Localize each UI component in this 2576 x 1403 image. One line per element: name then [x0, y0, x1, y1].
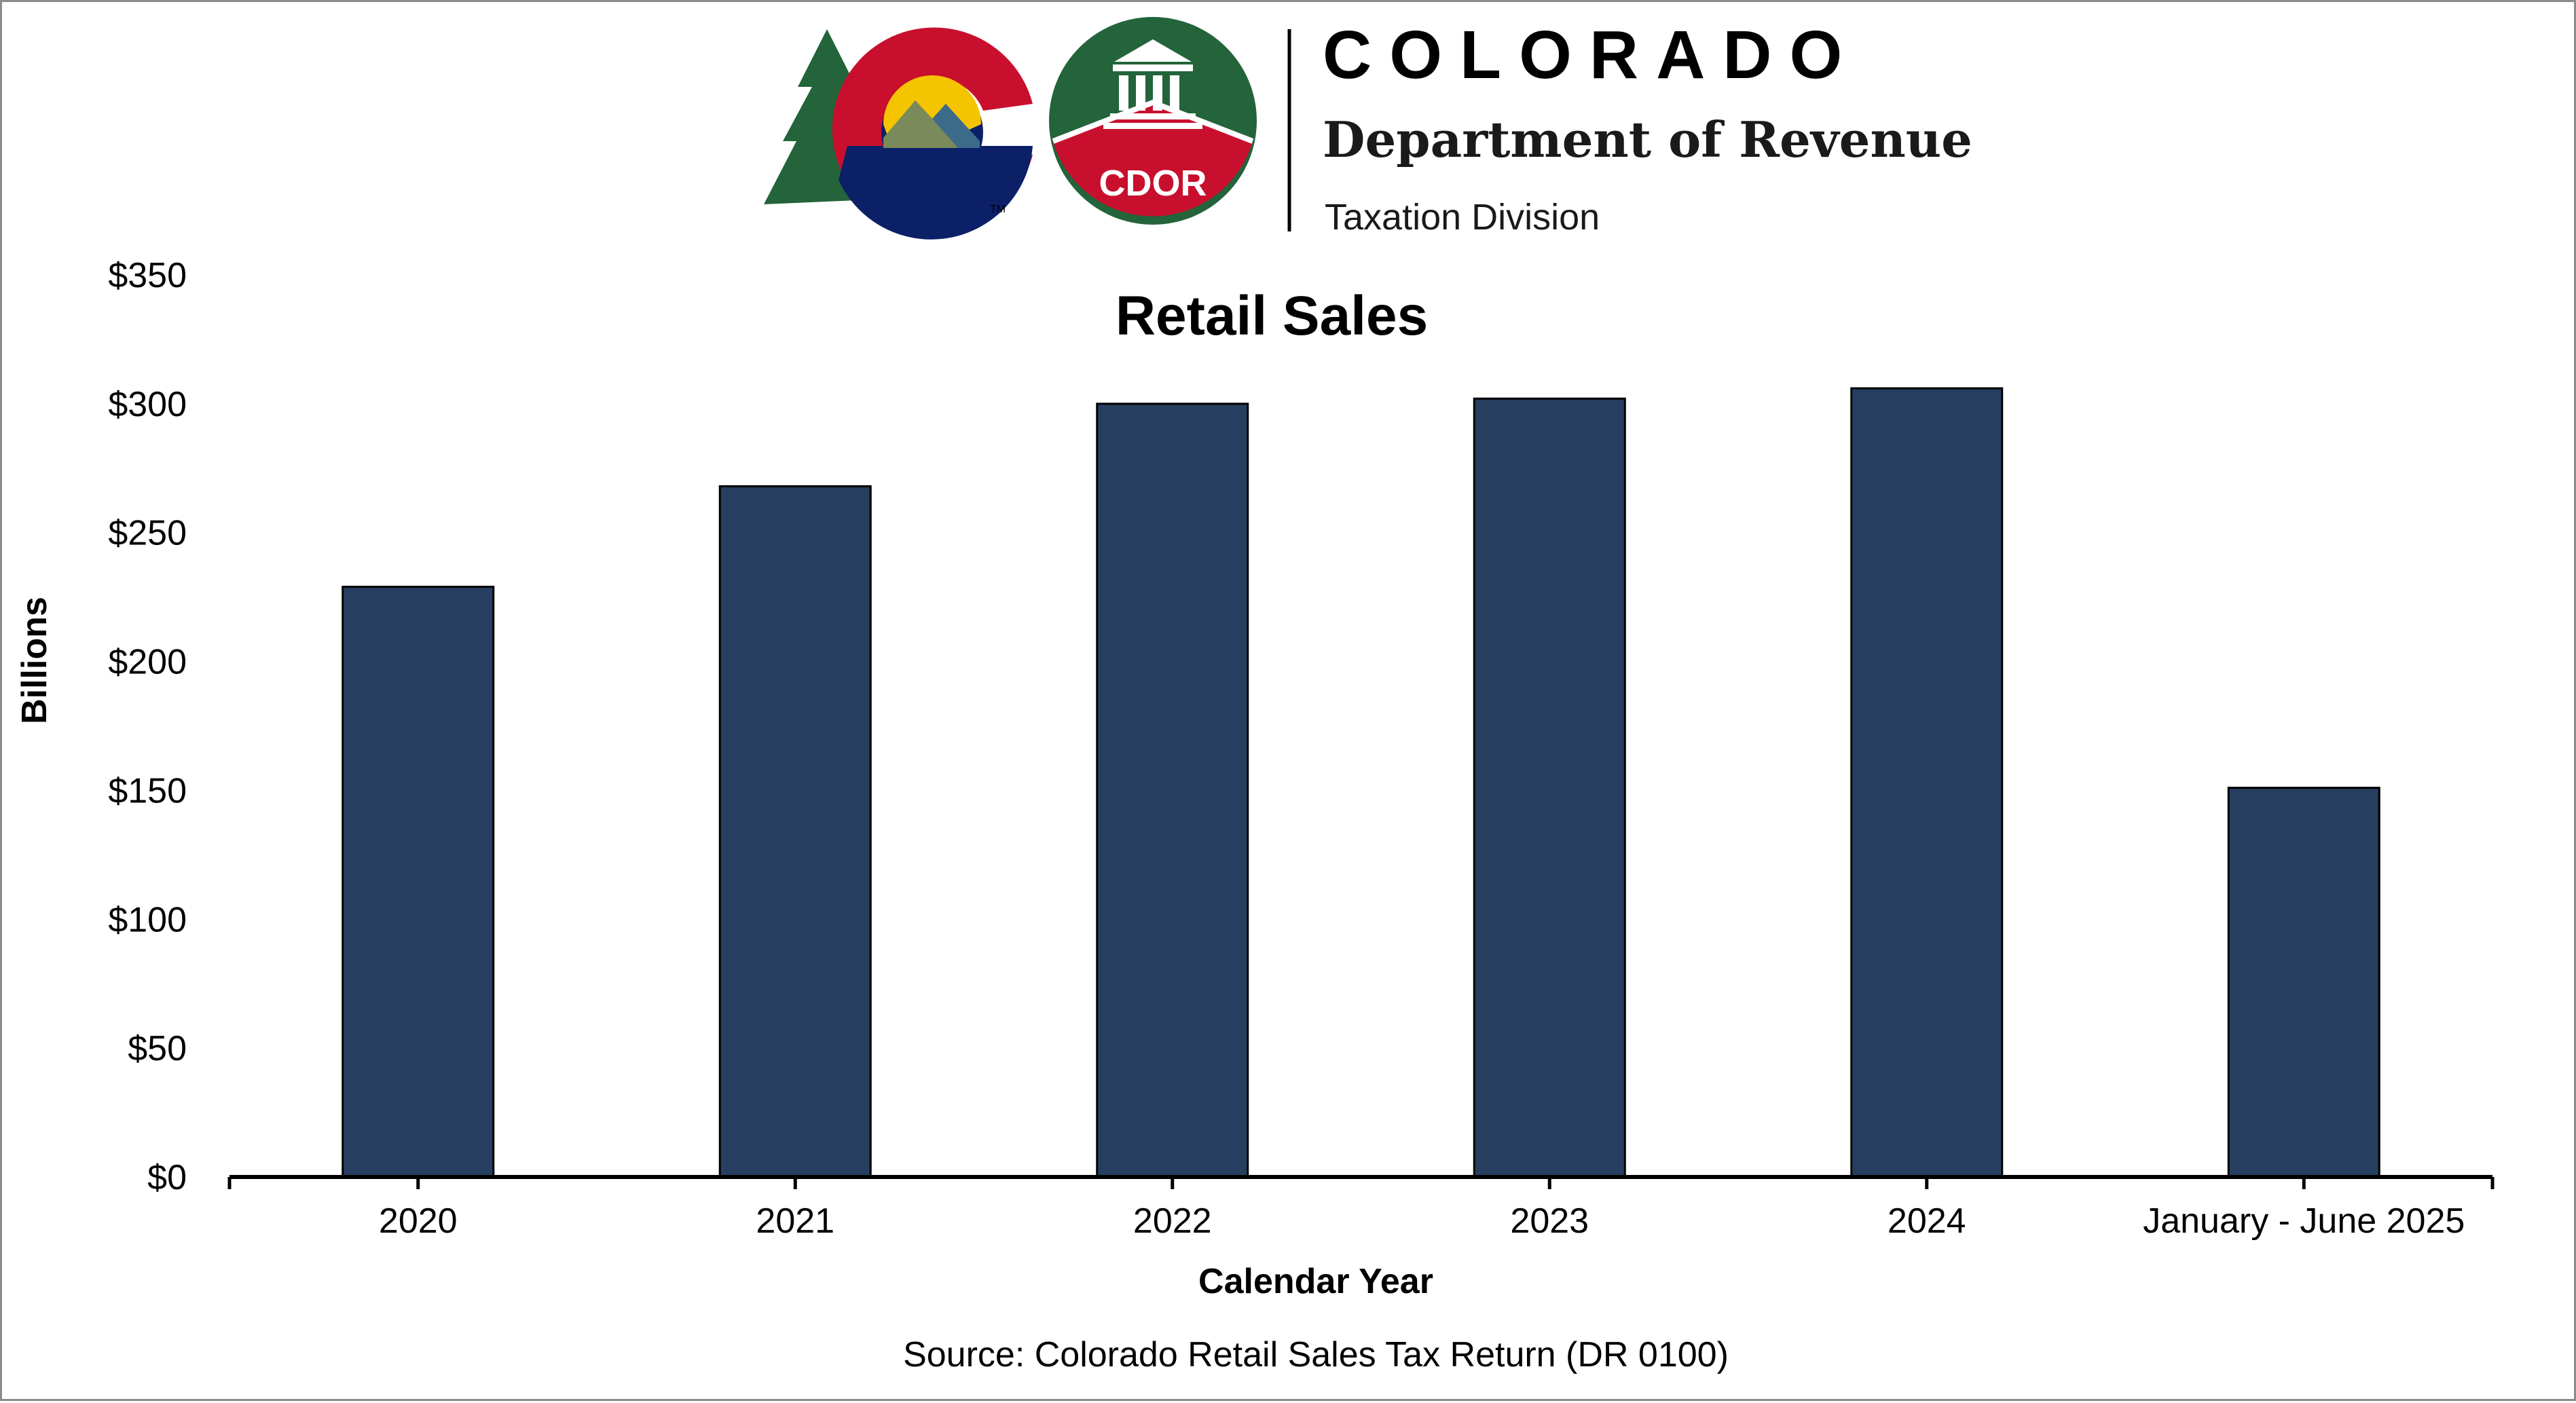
y-tick-label: $300	[108, 385, 187, 424]
bar	[718, 485, 872, 1178]
y-axis-ticks: $0 $50 $100 $150 $200 $250 $300 $350	[108, 256, 187, 1197]
header-division: Taxation Division	[1325, 197, 1600, 238]
x-tick-label: January - June 2025	[2143, 1201, 2465, 1241]
chart-title: Retail Sales	[1116, 285, 1428, 347]
y-tick-label: $150	[108, 771, 187, 810]
bar	[1473, 397, 1626, 1178]
y-tick-label: $100	[108, 900, 187, 939]
x-tick-label: 2020	[379, 1201, 458, 1241]
y-tick-label: $350	[108, 256, 187, 295]
header-department: Department of Revenue	[1323, 111, 1972, 168]
y-axis-label: Billions	[15, 597, 54, 724]
logo-badge-text: CDOR	[1099, 163, 1207, 204]
c-letter-navy	[839, 146, 1033, 240]
cdor-logo: CDOR	[1049, 17, 1257, 225]
bars	[342, 387, 2380, 1178]
x-tick-label: 2023	[1510, 1201, 1589, 1241]
bar	[1850, 387, 2004, 1178]
sun-mountain-icon	[883, 75, 981, 138]
x-tick-label: 2021	[756, 1201, 834, 1241]
y-tick-label: $250	[108, 514, 187, 553]
x-axis-label: Calendar Year	[1198, 1262, 1433, 1301]
courthouse-icon	[1103, 39, 1202, 129]
y-tick-label: $0	[147, 1158, 187, 1197]
header-state-name: COLORADO	[1323, 17, 1860, 93]
y-tick-label: $50	[128, 1029, 187, 1068]
source-note: Source: Colorado Retail Sales Tax Return…	[903, 1335, 1729, 1374]
x-tick-label: 2022	[1133, 1201, 1212, 1241]
colorado-logo: TM	[764, 27, 1033, 240]
bar	[2227, 787, 2380, 1178]
bar	[1096, 403, 1249, 1178]
bar	[342, 585, 495, 1178]
trademark-mark: TM	[990, 204, 1006, 215]
x-tick-label: 2024	[1888, 1201, 1966, 1241]
y-tick-label: $200	[108, 643, 187, 682]
x-axis-ticks: 2020 2021 2022 2023 2024 January - June 2025	[227, 1177, 2495, 1241]
